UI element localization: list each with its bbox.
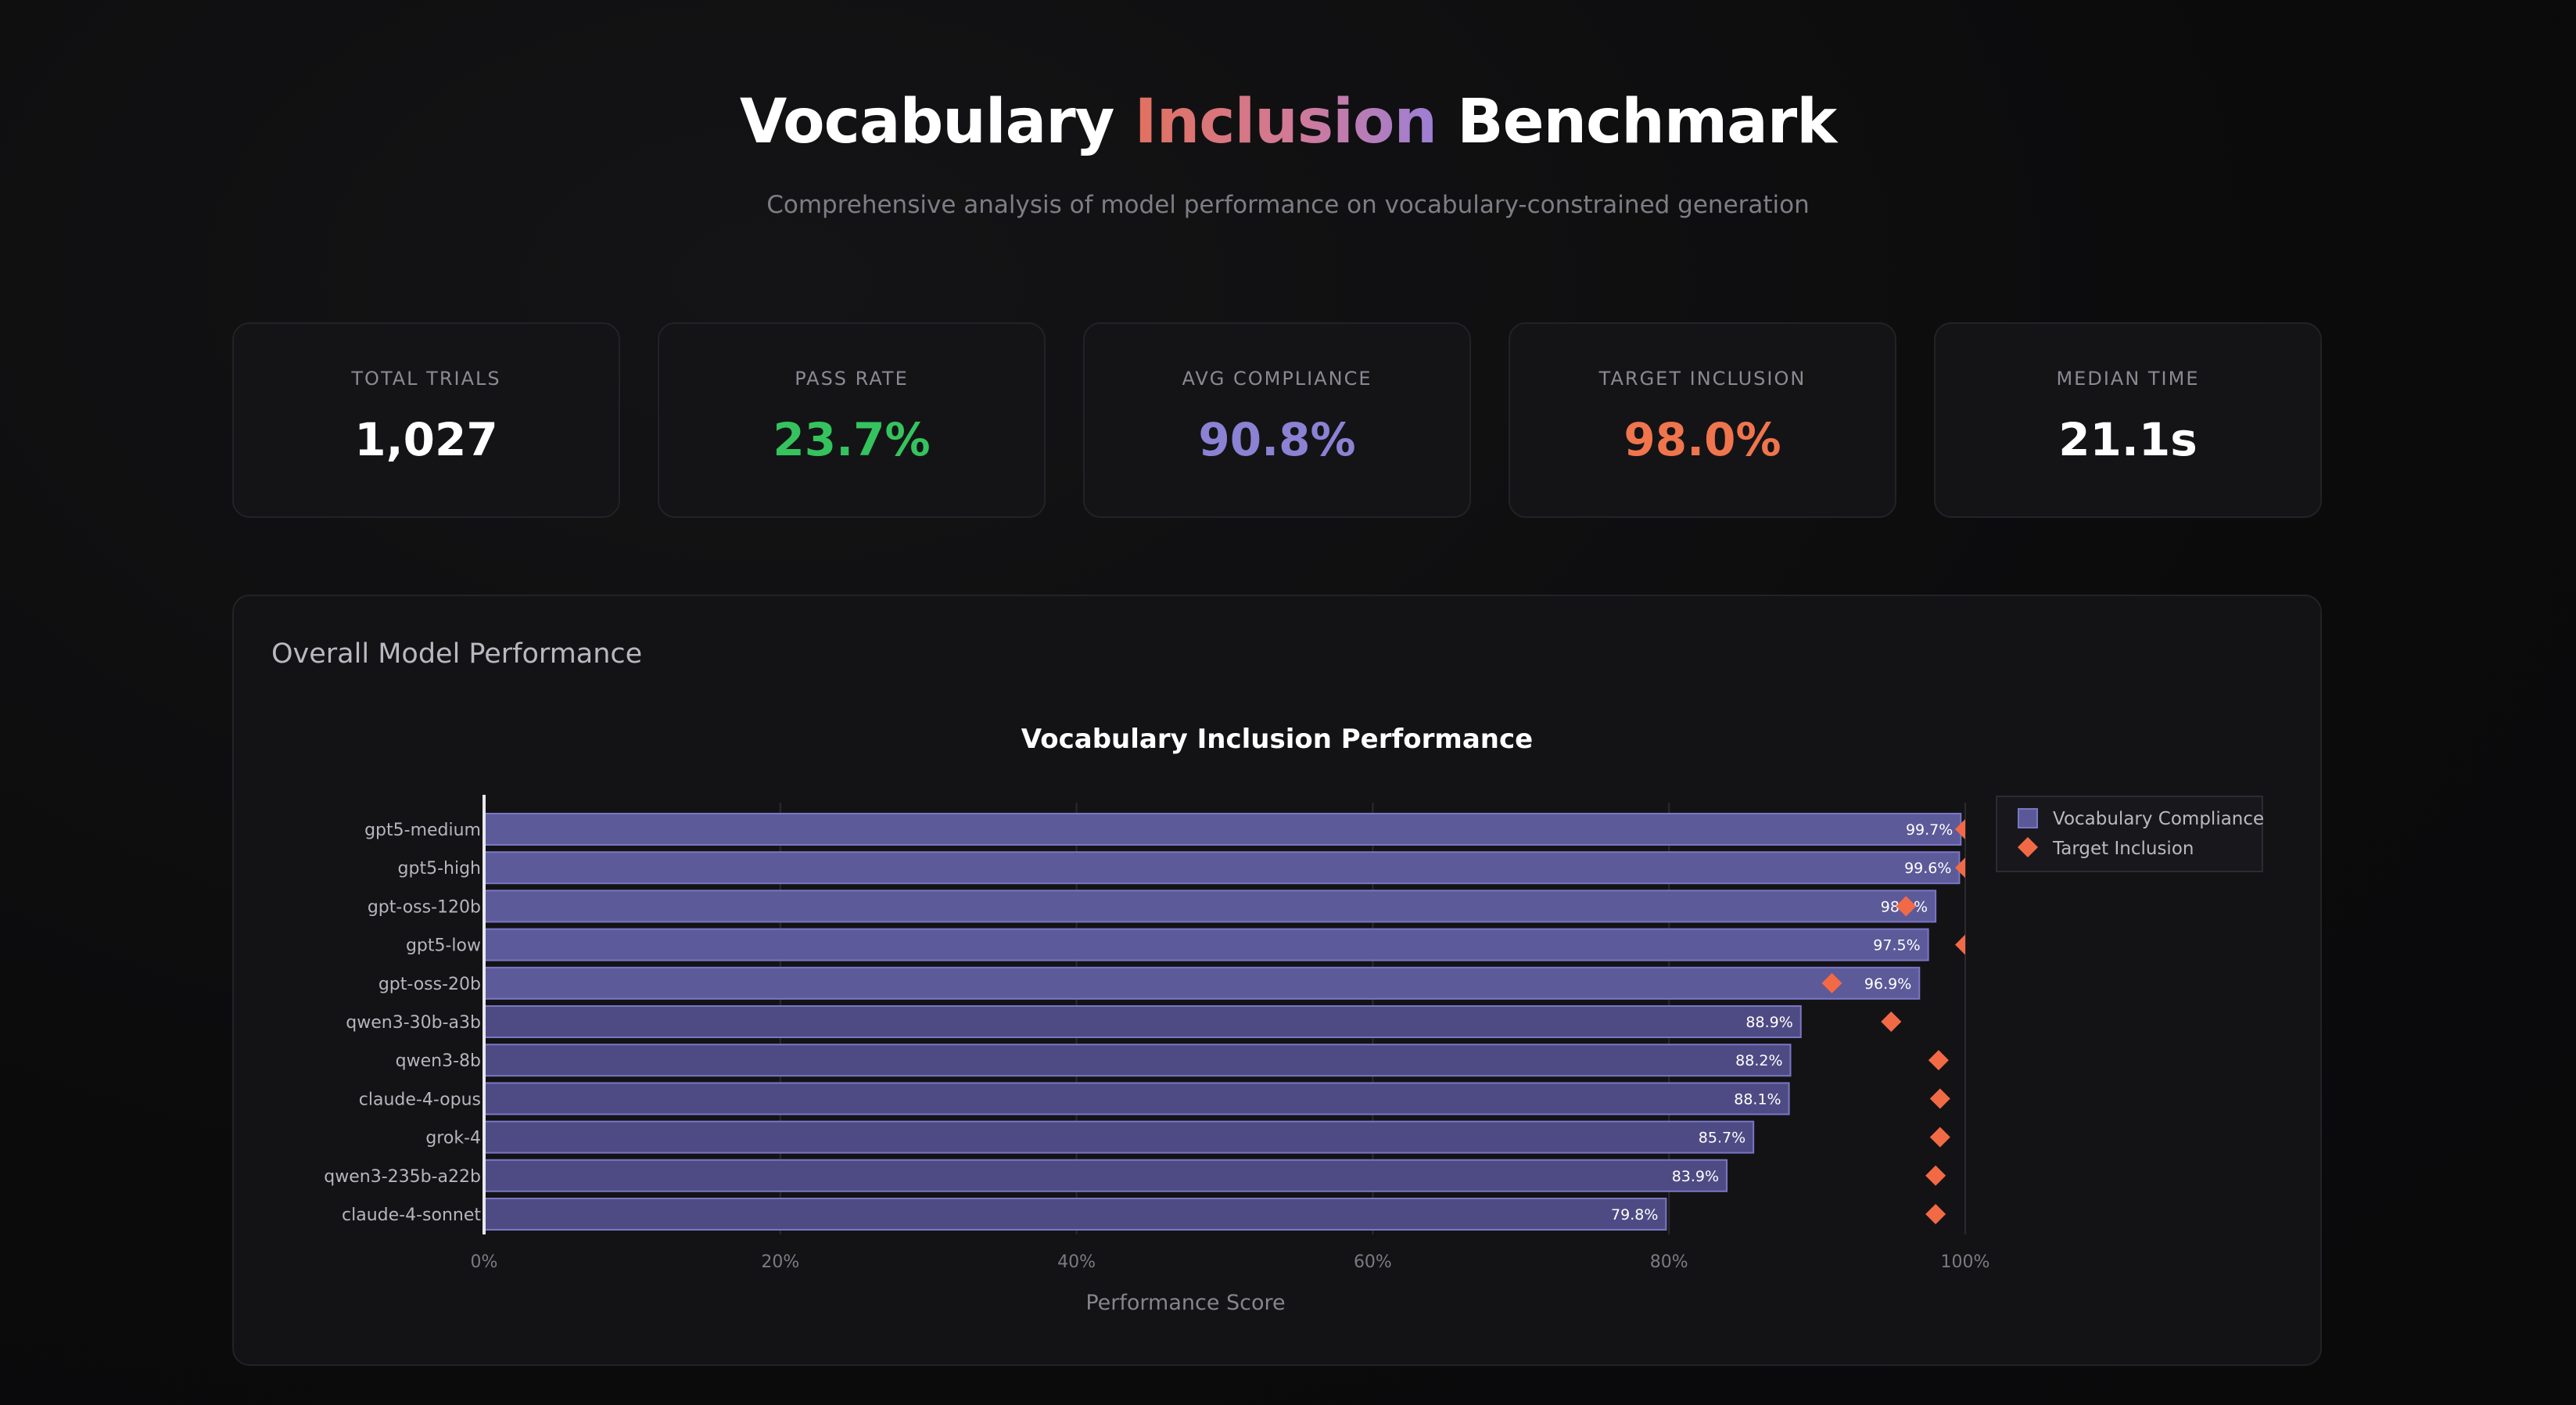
x-tick-label: 100% — [1941, 1252, 1990, 1272]
category-label: grok-4 — [425, 1129, 481, 1148]
bar-claude-4-opus — [483, 1082, 1790, 1116]
chart-title: Vocabulary Inclusion Performance — [1021, 724, 1533, 755]
marker-gpt-oss-120b — [1896, 896, 1917, 917]
bar-value-label: 79.8% — [1611, 1206, 1658, 1224]
title-part-2: Benchmark — [1437, 87, 1837, 157]
stat-label: Pass Rate — [795, 368, 909, 390]
bar-value-label: 96.9% — [1864, 976, 1911, 993]
category-label: qwen3-235b-a22b — [324, 1167, 481, 1187]
stat-label: Median Time — [2056, 368, 2200, 390]
marker-gpt5-low — [1955, 934, 1965, 955]
marker-grok-4 — [1929, 1127, 1950, 1148]
bar-value-label: 88.2% — [1735, 1052, 1782, 1069]
marker-qwen3-235b-a22b — [1925, 1165, 1946, 1186]
stat-value: 23.7% — [773, 413, 931, 466]
x-tick-label: 80% — [1650, 1252, 1688, 1272]
marker-gpt5-medium — [1955, 819, 1965, 839]
category-label: claude-4-opus — [359, 1090, 481, 1109]
stat-label: Avg Compliance — [1182, 368, 1372, 390]
bar-value-label: 83.9% — [1672, 1168, 1719, 1185]
stat-card-target-inclusion: Target Inclusion 98.0% — [1509, 322, 1896, 518]
bar-qwen3-235b-a22b — [483, 1159, 1728, 1192]
category-label: gpt-oss-20b — [379, 975, 481, 994]
category-label: claude-4-sonnet — [342, 1206, 481, 1225]
stat-value: 21.1s — [2058, 413, 2197, 466]
bar-gpt-oss-20b — [483, 966, 1921, 1000]
x-tick-label: 20% — [761, 1252, 799, 1272]
bar-value-label: 99.6% — [1904, 860, 1951, 877]
category-label: gpt5-medium — [364, 821, 481, 840]
stat-value: 1,027 — [354, 413, 498, 466]
stat-card-total-trials: Total Trials 1,027 — [232, 322, 620, 518]
category-label: qwen3-8b — [396, 1051, 481, 1071]
marker-claude-4-sonnet — [1925, 1204, 1946, 1224]
bar-qwen3-8b — [483, 1044, 1792, 1077]
x-tick-label: 60% — [1354, 1252, 1392, 1272]
bar-gpt5-medium — [483, 813, 1962, 846]
title-part-1: Vocabulary — [739, 87, 1135, 157]
bar-gpt5-low — [483, 928, 1929, 961]
bar-value-label: 88.1% — [1734, 1091, 1781, 1108]
marker-qwen3-30b-a3b — [1881, 1012, 1902, 1032]
stat-label: Target Inclusion — [1598, 368, 1806, 390]
category-label: gpt-oss-120b — [368, 897, 481, 917]
bar-value-label: 99.7% — [1906, 821, 1953, 839]
bar-grok-4 — [483, 1120, 1755, 1154]
bar-value-label: 97.5% — [1873, 937, 1920, 954]
stat-card-median-time: Median Time 21.1s — [1934, 322, 2322, 518]
legend-label: Target Inclusion — [2052, 839, 2194, 859]
marker-gpt-oss-20b — [1821, 972, 1842, 994]
category-label: gpt5-high — [398, 859, 481, 879]
performance-chart: Vocabulary Inclusion Performance 99.7% gpt… — [324, 724, 2264, 1315]
bar-qwen3-30b-a3b — [483, 1005, 1802, 1038]
marker-gpt5-high — [1955, 857, 1965, 879]
stat-value: 90.8% — [1198, 413, 1356, 466]
x-tick-label: 40% — [1057, 1252, 1096, 1272]
category-label: gpt5-low — [406, 936, 481, 956]
page-subtitle: Comprehensive analysis of model performa… — [766, 191, 1810, 219]
bar-gpt-oss-120b — [483, 889, 1937, 923]
marker-claude-4-opus — [1929, 1088, 1950, 1109]
marker-qwen3-8b — [1928, 1050, 1949, 1071]
stat-value: 98.0% — [1623, 413, 1781, 466]
stat-card-pass-rate: Pass Rate 23.7% — [658, 322, 1046, 518]
bar-value-label: 85.7% — [1699, 1130, 1745, 1147]
legend-label: Vocabulary Compliance — [2053, 809, 2264, 829]
page-title: Vocabulary Inclusion Benchmark — [0, 83, 2576, 161]
legend-marker-swatch — [2018, 837, 2038, 857]
panel-title: Overall Model Performance — [271, 638, 643, 670]
title-accent: Inclusion — [1134, 87, 1437, 157]
x-axis-title: Performance Score — [1085, 1291, 1285, 1315]
stat-card-avg-compliance: Avg Compliance 90.8% — [1083, 322, 1471, 518]
legend-bar-swatch — [2018, 808, 2038, 828]
stat-label: Total Trials — [351, 368, 501, 390]
category-label: qwen3-30b-a3b — [346, 1013, 481, 1033]
bar-gpt5-high — [483, 851, 1961, 885]
bar-claude-4-sonnet — [483, 1198, 1667, 1231]
stats-row: Total Trials 1,027 Pass Rate 23.7% Avg C… — [232, 322, 2322, 519]
x-tick-label: 0% — [471, 1252, 498, 1272]
bar-value-label: 88.9% — [1745, 1014, 1792, 1031]
legend-box — [1996, 796, 2263, 872]
performance-panel: Overall Model Performance Vocabulary Inc… — [232, 595, 2322, 1366]
